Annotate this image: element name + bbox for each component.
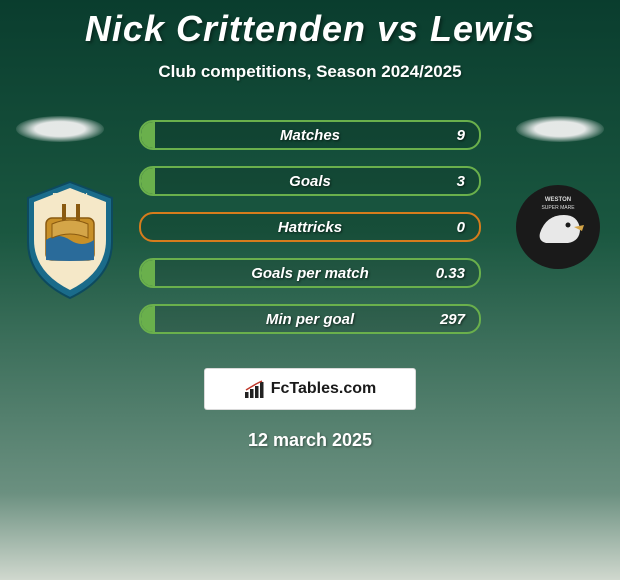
stat-label: Hattricks [278, 219, 342, 236]
branding-text: FcTables.com [271, 380, 377, 398]
stat-fill [141, 168, 155, 194]
stat-row: Goals 3 [139, 166, 481, 196]
stat-fill [141, 260, 155, 286]
date-label: 12 march 2025 [0, 430, 620, 451]
comparison-area: EYMOUTH WESTON SUPER MARE Matches 9 Goals 3… [0, 110, 620, 350]
stat-value-right: 3 [457, 173, 465, 190]
page-subtitle: Club competitions, Season 2024/2025 [0, 62, 620, 82]
stat-row: Goals per match 0.33 [139, 258, 481, 288]
stat-rows-container: Matches 9 Goals 3 Hattricks 0 Goals per match 0… [139, 120, 481, 350]
stat-value-right: 9 [457, 127, 465, 144]
branding-box[interactable]: FcTables.com [204, 368, 416, 410]
stat-row: Hattricks 0 [139, 212, 481, 242]
stat-label: Goals [289, 173, 331, 190]
stat-fill [141, 122, 155, 148]
page-title: Nick Crittenden vs Lewis [0, 8, 620, 50]
svg-text:WESTON: WESTON [545, 197, 571, 203]
stat-label: Matches [280, 127, 340, 144]
stat-label: Min per goal [266, 311, 354, 328]
stat-row: Matches 9 [139, 120, 481, 150]
stat-value-right: 0.33 [436, 265, 465, 282]
fctables-chart-icon [244, 380, 266, 398]
weston-badge-icon: WESTON SUPER MARE [516, 185, 600, 269]
weymouth-badge-icon: EYMOUTH [20, 180, 120, 300]
svg-text:EYMOUTH: EYMOUTH [53, 193, 88, 200]
stat-label: Goals per match [251, 265, 369, 282]
svg-text:SUPER MARE: SUPER MARE [541, 205, 575, 211]
stat-value-right: 0 [457, 219, 465, 236]
stat-row: Min per goal 297 [139, 304, 481, 334]
stat-value-right: 297 [440, 311, 465, 328]
stat-fill [141, 306, 155, 332]
team-badge-left: EYMOUTH [20, 180, 120, 300]
team-badge-right: WESTON SUPER MARE [516, 185, 600, 269]
player-right-placeholder [516, 116, 604, 142]
player-left-placeholder [16, 116, 104, 142]
main-container: Nick Crittenden vs Lewis Club competitio… [0, 0, 620, 451]
